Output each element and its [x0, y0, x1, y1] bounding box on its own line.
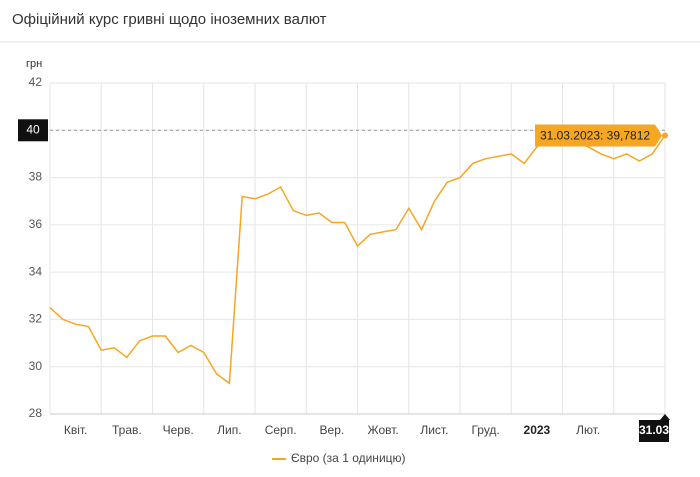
y-tick-label: 28: [29, 406, 43, 420]
x-tick-label: 2023: [524, 423, 551, 437]
y-axis-label: грн: [26, 58, 42, 70]
y-tick-label: 34: [29, 264, 43, 278]
y-tick-label: 42: [29, 75, 43, 89]
tooltip-label: 31.03.2023: 39,7812: [540, 129, 650, 143]
y-tick-label: 30: [29, 359, 43, 373]
x-tick-label: Трав.: [112, 423, 142, 437]
x-tick-label: Вер.: [320, 423, 345, 437]
y-tick-label: 36: [29, 217, 43, 231]
x-tick-label: Лют.: [576, 423, 600, 437]
x-tick-label: Квіт.: [64, 423, 88, 437]
x-tick-label: 31.03: [639, 423, 669, 437]
x-tick-label: Серп.: [265, 423, 297, 437]
x-tick-label: Лист.: [420, 423, 448, 437]
y-tick-label: 32: [29, 312, 43, 326]
y-tick-highlight: [18, 119, 48, 142]
tooltip-box: [535, 124, 662, 147]
x-tick-label: Груд.: [471, 423, 499, 437]
x-tick-label: Жовт.: [368, 423, 399, 437]
legend-label: Євро (за 1 одиницю): [291, 451, 406, 465]
y-tick-label: 40: [26, 122, 40, 136]
highlight-point: [662, 132, 668, 139]
x-tick-label: Черв.: [163, 423, 194, 437]
y-tick-label: 38: [29, 170, 43, 184]
chart-title: Офіційний курс гривні щодо іноземних вал…: [12, 11, 327, 28]
x-tick-highlight: [639, 414, 670, 442]
x-tick-label: Лип.: [217, 423, 241, 437]
